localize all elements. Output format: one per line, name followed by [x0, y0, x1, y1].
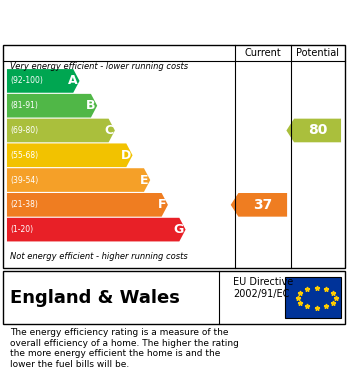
- Text: Very energy efficient - lower running costs: Very energy efficient - lower running co…: [10, 62, 189, 71]
- Text: G: G: [174, 223, 184, 236]
- Text: England & Wales: England & Wales: [10, 289, 180, 307]
- Text: (1-20): (1-20): [10, 225, 33, 234]
- Polygon shape: [7, 118, 115, 142]
- Text: Potential: Potential: [296, 48, 339, 58]
- Polygon shape: [231, 193, 287, 217]
- Bar: [3, 271, 345, 324]
- Text: (21-38): (21-38): [10, 200, 38, 209]
- Text: (69-80): (69-80): [10, 126, 39, 135]
- Bar: [285, 277, 341, 318]
- Polygon shape: [7, 193, 168, 217]
- Text: E: E: [140, 174, 149, 187]
- Text: (55-68): (55-68): [10, 151, 39, 160]
- Polygon shape: [7, 218, 185, 241]
- Text: Not energy efficient - higher running costs: Not energy efficient - higher running co…: [10, 252, 188, 261]
- Text: A: A: [68, 74, 78, 88]
- Text: (39-54): (39-54): [10, 176, 39, 185]
- Polygon shape: [286, 118, 341, 142]
- Text: (81-91): (81-91): [10, 101, 38, 110]
- Text: D: D: [120, 149, 131, 162]
- Text: EU Directive
2002/91/EC: EU Directive 2002/91/EC: [233, 277, 293, 299]
- Polygon shape: [7, 69, 79, 93]
- Text: The energy efficiency rating is a measure of the
overall efficiency of a home. T: The energy efficiency rating is a measur…: [10, 328, 239, 369]
- Text: 80: 80: [308, 124, 327, 138]
- Polygon shape: [7, 143, 133, 167]
- Text: Current: Current: [244, 48, 281, 58]
- Text: 37: 37: [253, 198, 272, 212]
- Polygon shape: [7, 168, 150, 192]
- Text: C: C: [104, 124, 113, 137]
- Text: (92-100): (92-100): [10, 76, 43, 85]
- Polygon shape: [7, 94, 97, 118]
- Text: F: F: [158, 198, 166, 211]
- Text: B: B: [86, 99, 95, 112]
- Text: Energy Efficiency Rating: Energy Efficiency Rating: [10, 13, 258, 30]
